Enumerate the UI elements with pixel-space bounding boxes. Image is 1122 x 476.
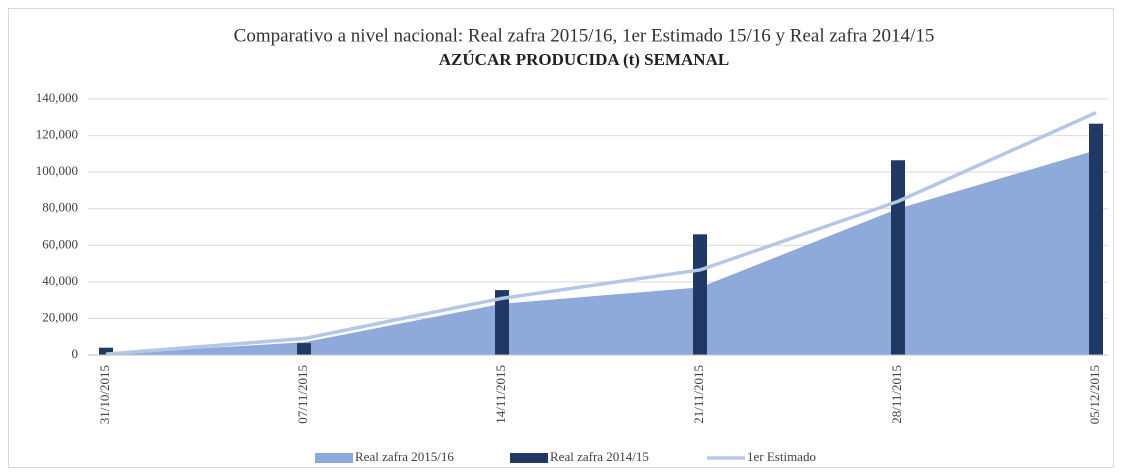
legend-label: Real zafra 2014/15 xyxy=(550,449,649,464)
y-tick-label: 20,000 xyxy=(42,309,78,324)
x-tick-label: 07/11/2015 xyxy=(295,365,310,424)
legend-label: 1er Estimado xyxy=(747,449,816,464)
x-tick-label: 21/11/2015 xyxy=(691,365,706,424)
x-tick-label: 31/10/2015 xyxy=(97,365,112,424)
legend-swatch xyxy=(510,453,548,463)
line xyxy=(105,111,1097,356)
legend-label: Real zafra 2015/16 xyxy=(355,449,454,464)
bar xyxy=(1089,123,1103,355)
chart-subtitle: AZÚCAR PRODUCIDA (t) SEMANAL xyxy=(439,50,729,69)
chart-title: Comparativo a nivel nacional: Real zafra… xyxy=(234,25,935,46)
y-tick-label: 40,000 xyxy=(42,273,78,288)
y-tick-label: 100,000 xyxy=(36,163,78,178)
y-tick-label: 120,000 xyxy=(36,127,78,142)
bar xyxy=(99,347,113,355)
bar xyxy=(891,160,905,355)
y-tick-label: 140,000 xyxy=(36,90,78,105)
x-tick-label: 28/11/2015 xyxy=(889,365,904,424)
y-tick-label: 80,000 xyxy=(42,200,78,215)
area xyxy=(106,150,1096,355)
bar xyxy=(693,234,707,355)
y-tick-label: 0 xyxy=(72,346,79,361)
x-tick-label: 14/11/2015 xyxy=(493,365,508,424)
bar xyxy=(297,343,311,355)
x-tick-label: 05/12/2015 xyxy=(1087,365,1102,424)
bar xyxy=(495,290,509,355)
legend-swatch xyxy=(315,453,353,463)
y-tick-label: 60,000 xyxy=(42,236,78,251)
